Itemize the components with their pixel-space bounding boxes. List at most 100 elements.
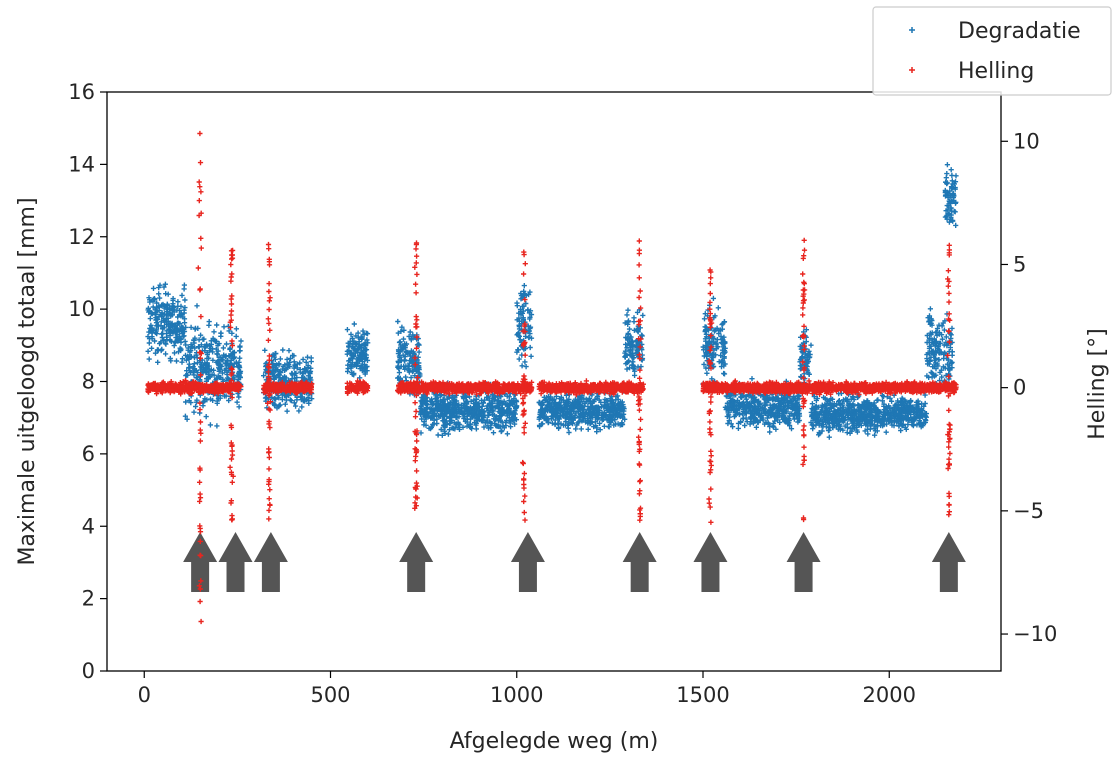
degradatie-point <box>182 305 188 311</box>
degradatie-point <box>488 425 494 431</box>
degradatie-point <box>417 371 423 377</box>
degradatie-point <box>214 351 220 357</box>
degradatie-point <box>211 329 217 335</box>
degradatie-point <box>305 364 311 371</box>
degradatie-point <box>203 414 209 420</box>
degradatie-point <box>721 371 728 377</box>
degradatie-point <box>204 376 210 382</box>
degradatie-point <box>749 376 755 382</box>
degradatie-point <box>767 429 773 435</box>
degradatie-point <box>624 312 630 318</box>
degradatie-point <box>289 376 295 382</box>
degradatie-point <box>639 332 645 338</box>
degradatie-point <box>631 319 637 325</box>
degradatie-point <box>192 345 198 351</box>
degradatie-point <box>164 337 170 343</box>
degradatie-point <box>303 397 310 403</box>
degradatie-point <box>414 342 421 348</box>
degradatie-point <box>944 171 950 177</box>
degradatie-point <box>522 359 528 365</box>
degradatie-point <box>272 402 278 408</box>
degradatie-point <box>159 331 165 337</box>
degradatie-point <box>354 356 361 362</box>
degradatie-point <box>883 429 889 435</box>
degradatie-point <box>640 312 646 318</box>
degradatie-point <box>233 359 239 365</box>
degradatie-point <box>283 397 290 403</box>
degradatie-point <box>398 328 404 334</box>
degradatie-point <box>704 370 710 376</box>
degradatie-point <box>181 286 187 292</box>
degradatie-point <box>284 356 290 362</box>
degradatie-point <box>146 295 152 301</box>
degradatie-point <box>214 423 220 429</box>
degradatie-point <box>270 364 277 371</box>
degradatie-point <box>298 397 304 403</box>
degradatie-point <box>293 403 299 409</box>
degradatie-point <box>165 311 171 317</box>
degradatie-point <box>237 355 243 361</box>
degradatie-point <box>191 361 197 367</box>
degradatie-point <box>164 328 170 334</box>
degradatie-point <box>206 373 212 379</box>
degradatie-point <box>167 305 173 311</box>
degradatie-point <box>204 397 210 403</box>
degradatie-point <box>396 353 402 359</box>
degradatie-point <box>180 314 186 320</box>
degradatie-point <box>308 365 314 371</box>
up-arrow-annotation <box>622 532 657 592</box>
degradatie-point <box>578 426 584 432</box>
degradatie-point <box>409 369 416 375</box>
degradatie-point <box>284 361 290 367</box>
degradatie-point <box>182 297 188 303</box>
degradatie-point <box>146 356 152 362</box>
degradatie-point <box>211 367 217 373</box>
degradatie-point <box>400 336 407 342</box>
degradatie-point <box>521 283 527 289</box>
degradatie-point <box>419 416 425 422</box>
degradatie-point <box>235 364 241 370</box>
degradatie-point <box>435 432 441 438</box>
degradatie-point <box>185 345 191 351</box>
degradatie-point <box>236 404 242 410</box>
degradatie-point <box>403 374 409 380</box>
degradatie-point <box>715 305 721 311</box>
degradatie-point <box>276 361 282 367</box>
degradatie-point <box>192 326 198 332</box>
degradatie-point <box>170 307 176 313</box>
degradatie-point <box>826 427 832 433</box>
degradatie-point <box>808 342 814 348</box>
degradatie-point <box>364 337 370 343</box>
degradatie-point <box>146 340 152 346</box>
up-arrow-annotation <box>693 532 728 592</box>
degradatie-point <box>344 327 350 333</box>
degradatie-point <box>218 330 224 336</box>
degradatie-point <box>217 374 223 380</box>
degradatie-point <box>198 332 204 338</box>
degradatie-point <box>184 416 190 422</box>
degradatie-point <box>194 360 201 366</box>
degradatie-point <box>209 372 215 378</box>
degradatie-point <box>355 330 361 336</box>
degradatie-point <box>585 426 591 432</box>
degradatie-point <box>953 222 959 228</box>
degradatie-point <box>944 162 950 168</box>
degradatie-point <box>191 337 197 343</box>
degradatie-point <box>147 299 153 305</box>
degradatie-point <box>149 334 155 340</box>
degradatie-point <box>735 425 741 431</box>
degradatie-point <box>514 300 520 306</box>
degradatie-point <box>363 347 370 353</box>
degradatie-point <box>504 431 510 437</box>
degradatie-point <box>183 399 189 405</box>
degradatie-point <box>362 371 368 377</box>
degradatie-point <box>294 397 300 403</box>
degradatie-point <box>398 358 404 364</box>
degradatie-point <box>527 344 533 351</box>
degradatie-point <box>302 369 309 375</box>
degradatie-point <box>154 300 160 306</box>
degradatie-point <box>214 375 220 381</box>
degradatie-point <box>156 285 162 291</box>
degradatie-point <box>152 338 158 344</box>
degradatie-point <box>601 423 607 429</box>
